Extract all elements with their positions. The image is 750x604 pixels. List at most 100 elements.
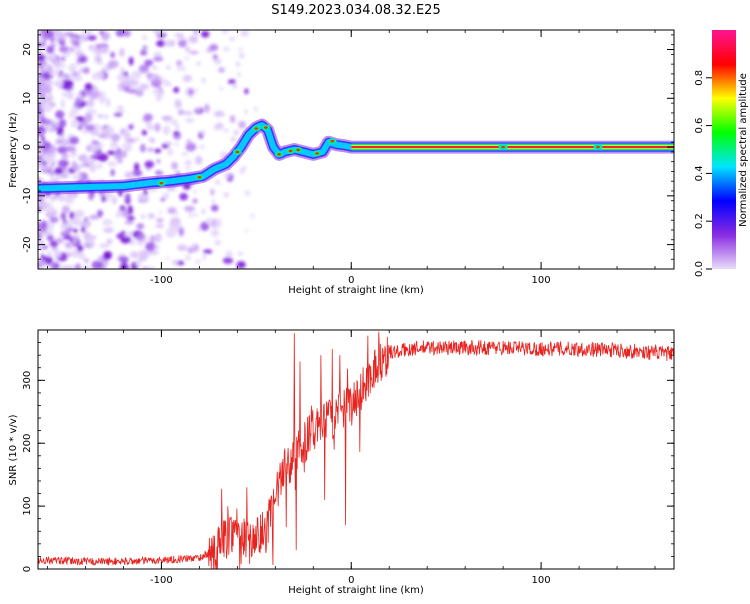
spectrogram-noise-blob	[138, 249, 150, 259]
spectrogram-noise-blob	[137, 194, 149, 201]
spectrogram-noise-blob	[130, 80, 140, 86]
spectrogram-noise-blob	[38, 61, 43, 69]
spectrogram-noise-blob	[99, 96, 107, 101]
colorbar-ticks: 0.0 0.2 0.4 0.6 0.8	[694, 70, 712, 277]
spectrogram-noise-blob	[55, 237, 65, 244]
spectrogram-noise-blob	[70, 119, 80, 128]
spectrogram-noise-blob	[38, 86, 42, 92]
snr-line	[38, 331, 674, 569]
spectrogram-noise-blob	[211, 199, 216, 204]
spectrogram-noise-blob	[120, 230, 126, 235]
spectrogram-noise-blob	[200, 130, 206, 136]
spectrogram-noise-blob	[188, 94, 194, 98]
spectrogram-noise-blob	[79, 37, 87, 43]
spectrogram-noise-blob	[189, 211, 193, 219]
snr-y-tick-label: 200	[22, 434, 33, 453]
spectrogram-noise-blob	[61, 153, 69, 159]
spectrogram-noise-blob	[49, 169, 55, 177]
spectrogram-noise-blob	[43, 141, 52, 149]
spectrogram-noise-blob	[98, 46, 110, 54]
spectrogram-noise-blob	[156, 170, 164, 176]
spectrogram-noise-blob	[97, 113, 104, 119]
spectrogram-noise-blob	[106, 161, 118, 167]
spectrogram-noise-blob	[152, 66, 157, 70]
spectrogram-y-tick-label: -10	[22, 188, 33, 204]
spectrogram-noise-blob	[188, 35, 199, 44]
spectrogram-noise-blob	[223, 192, 230, 198]
spectrogram-noise-blob	[214, 239, 222, 246]
spectrogram-noise-blob	[110, 51, 115, 59]
spectrogram-hot-spot-core	[264, 126, 268, 129]
spectrogram-noise-blob	[112, 195, 117, 205]
spectrogram-noise-blob	[99, 30, 105, 35]
spectrogram-noise-blob	[38, 93, 46, 98]
spectrogram-noise-blob	[110, 168, 115, 177]
spectrogram-noise-blob	[124, 171, 135, 179]
spectrogram-noise-blob	[135, 260, 142, 268]
spectrogram-noise-blob	[240, 30, 250, 37]
spectrogram-noise-blob	[110, 133, 121, 142]
spectrogram-noise-blob	[126, 215, 135, 221]
spectrogram-noise-blob	[65, 241, 71, 249]
spectrogram-noise-blob	[47, 250, 52, 258]
spectrogram-noise-blob	[127, 205, 133, 215]
spectrogram-noise-blob	[154, 123, 161, 132]
spectrogram-noise-blob	[75, 263, 81, 269]
spectrogram-y-axis-label: Frequency (Hz)	[8, 112, 19, 188]
spectrogram-noise-blob	[87, 161, 96, 171]
spectrogram-noise-blob	[149, 75, 156, 80]
spectrogram-noise-blob	[38, 54, 46, 62]
spectrogram-hot-spot-core	[235, 150, 240, 154]
spectrogram-noise-blob	[71, 71, 80, 77]
spectrogram-noise-blob	[38, 115, 41, 121]
spectrogram-noise-blob	[49, 216, 59, 223]
spectrogram-noise-blob	[225, 250, 233, 258]
spectrogram-noise-blob	[139, 83, 150, 90]
spectrogram-noise-blob	[78, 153, 88, 162]
spectrogram-noise-blob	[138, 64, 149, 71]
spectrogram-noise-blob	[143, 113, 153, 122]
snr-y-tick-label: 300	[22, 371, 33, 390]
spectrogram-noise-blob	[51, 246, 58, 251]
spectrogram-noise-blob	[50, 194, 57, 202]
spectrogram-noise-blob	[184, 166, 191, 170]
spectrogram-noise-blob	[223, 46, 230, 51]
spectrogram-noise-blob	[128, 56, 134, 66]
spectrogram-noise-blob	[167, 148, 174, 156]
spectrogram-noise-blob	[196, 60, 201, 67]
spectrogram-noise-blob	[41, 84, 53, 95]
spectrogram-noise-blob	[69, 136, 79, 145]
spectrogram-noise-blob	[233, 130, 240, 135]
spectrogram-noise-blob	[183, 111, 193, 115]
colorbar-tick-label: 0.6	[694, 118, 705, 134]
spectrogram-noise-blob	[132, 251, 138, 259]
spectrogram-noise-blob	[227, 79, 236, 85]
spectrogram-noise-blob	[200, 30, 210, 38]
spectrogram-noise-blob	[177, 109, 185, 116]
spectrogram-noise-blob	[173, 131, 179, 136]
spectrogram-noise-blob	[71, 249, 81, 258]
spectrogram-noise-blob	[101, 195, 106, 203]
spectrogram-noise-blob	[71, 174, 83, 180]
spectrogram-noise-blob	[120, 236, 132, 244]
spectrogram-noise-blob	[119, 263, 129, 269]
spectrogram-noise-blob	[69, 148, 76, 153]
spectrogram-y-tick-label: 0	[22, 144, 33, 150]
spectrogram-noise-blob	[193, 243, 199, 252]
spectrogram-noise-blob	[83, 30, 92, 36]
spectrogram-noise-blob	[59, 73, 68, 79]
spectrogram-noise-blob	[71, 217, 78, 225]
spectrogram-noise-blob	[60, 98, 66, 109]
spectrogram-noise-blob	[50, 69, 62, 75]
spectrogram-noise-blob	[214, 218, 222, 228]
spectrogram-noise-blob	[101, 219, 113, 226]
spectrogram-noise-blob	[56, 194, 67, 202]
spectrogram-noise-blob	[144, 46, 149, 52]
spectrogram-noise-blob	[210, 228, 220, 237]
spectrogram-noise-blob	[105, 251, 112, 259]
spectrogram-noise-blob	[46, 234, 54, 242]
spectrogram-noise-blob	[72, 239, 77, 243]
spectrogram-noise-blob	[158, 210, 162, 215]
